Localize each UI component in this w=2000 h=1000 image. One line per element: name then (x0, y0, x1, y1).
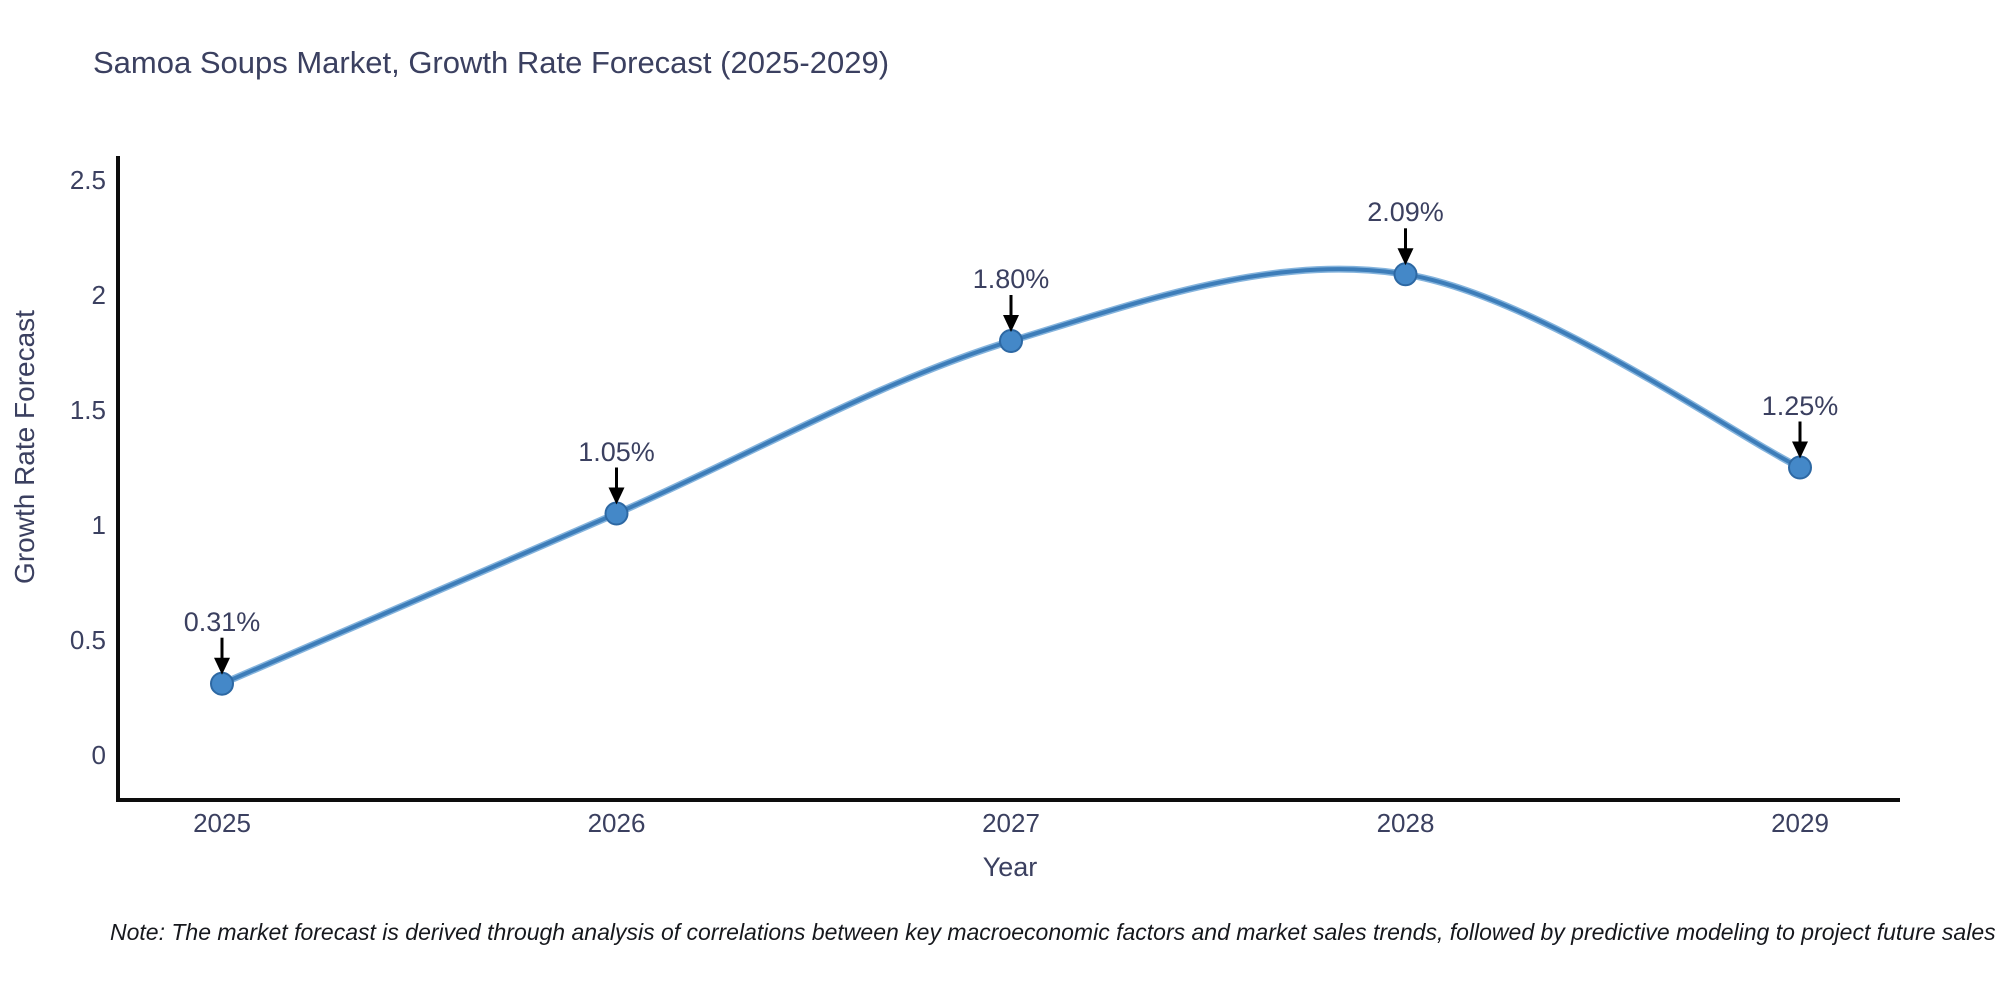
x-tick-label: 2029 (1771, 808, 1829, 838)
data-point-value-label: 2.09% (1367, 197, 1444, 228)
data-point-marker (1393, 262, 1418, 287)
x-tick-label: 2028 (1376, 808, 1435, 838)
y-tick-label: 2.5 (69, 165, 106, 195)
data-point-value-label: 1.80% (972, 264, 1050, 294)
data-point-marker (210, 671, 234, 696)
y-tick-label: 2 (91, 280, 106, 310)
y-tick-label: 0.5 (69, 625, 106, 655)
data-point-value-label: 1.05% (578, 436, 655, 467)
annotation-arrow-head-icon (608, 487, 625, 505)
data-point-marker (999, 329, 1023, 353)
data-point-marker (604, 501, 629, 526)
data-point-marker (1788, 455, 1812, 480)
y-tick-label: 1.5 (69, 395, 106, 425)
annotation-arrow-head-icon (1003, 315, 1019, 332)
x-tick-label: 2025 (193, 808, 251, 838)
chart-title: Samoa Soups Market, Growth Rate Forecast… (93, 45, 890, 80)
annotation-arrow-head-icon (1397, 248, 1414, 266)
y-tick-label: 0 (91, 740, 106, 770)
x-tick-label: 2026 (587, 808, 646, 838)
annotation-arrow-head-icon (214, 657, 230, 675)
x-tick-label: 2027 (982, 808, 1040, 838)
x-axis-title: Year (982, 852, 1038, 882)
footnote-text: Note: The market forecast is derived thr… (110, 919, 1996, 945)
data-point-value-label: 0.31% (183, 606, 261, 637)
annotation-arrow-head-icon (1792, 441, 1808, 459)
y-tick-label: 1 (91, 510, 106, 540)
data-point-value-label: 1.25% (1761, 390, 1839, 421)
